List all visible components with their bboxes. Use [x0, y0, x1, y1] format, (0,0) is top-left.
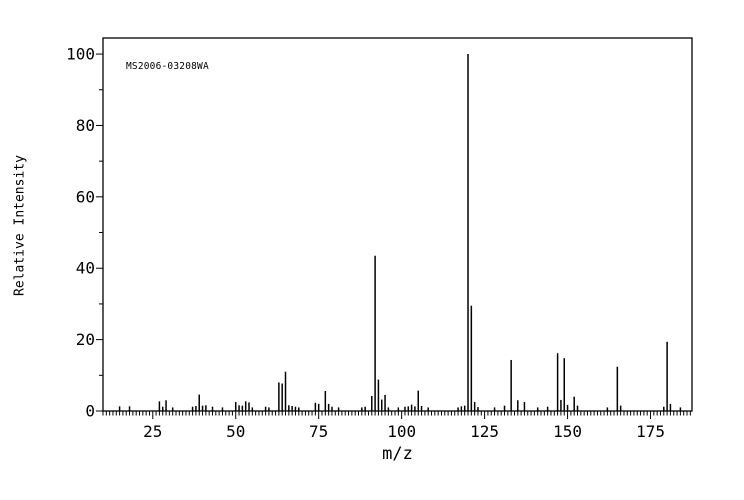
x-tick-label: 50 — [226, 422, 245, 441]
x-axis-title: m/z — [382, 444, 413, 464]
y-axis-tick-labels: 0 20 40 60 80 100 — [66, 45, 95, 421]
y-tick-label: 80 — [76, 116, 95, 135]
y-tick-label: 40 — [76, 259, 95, 278]
x-tick-label: 125 — [470, 422, 499, 441]
y-axis-ticks — [96, 53, 103, 412]
spectrum-id-label: MS2006-03208WA — [126, 61, 209, 72]
x-axis-ticks — [102, 411, 691, 419]
x-tick-label: 175 — [636, 422, 665, 441]
peak-bars — [118, 54, 682, 411]
y-axis-title: Relative Intensity — [12, 155, 28, 296]
x-tick-label: 150 — [553, 422, 582, 441]
y-tick-label: 100 — [66, 45, 95, 64]
x-tick-label: 25 — [143, 422, 162, 441]
x-axis-tick-labels: 25 50 75 100 125 150 175 — [143, 422, 665, 441]
plot-frame — [102, 37, 693, 412]
y-tick-label: 60 — [76, 187, 95, 206]
x-tick-label: 100 — [387, 422, 416, 441]
x-tick-label: 75 — [309, 422, 328, 441]
y-tick-label: 20 — [76, 330, 95, 349]
y-tick-label: 0 — [85, 402, 95, 421]
